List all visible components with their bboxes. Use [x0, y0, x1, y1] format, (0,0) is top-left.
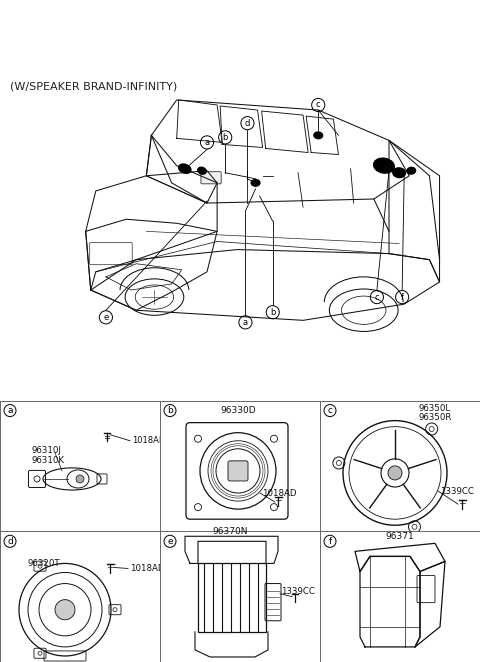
Text: 96320T: 96320T [28, 559, 60, 568]
Text: 96350L: 96350L [419, 404, 451, 413]
Ellipse shape [373, 158, 395, 174]
Text: e: e [167, 537, 173, 545]
Bar [198, 563, 266, 632]
Text: b: b [223, 133, 228, 142]
Text: 96310K: 96310K [32, 456, 65, 465]
Text: 96350R: 96350R [418, 413, 452, 422]
Ellipse shape [313, 131, 323, 140]
Text: f: f [401, 293, 404, 302]
Ellipse shape [178, 164, 192, 174]
Text: 96310J: 96310J [32, 446, 62, 455]
Text: c: c [374, 293, 379, 302]
Text: 96330D: 96330D [220, 406, 256, 415]
Circle shape [55, 600, 75, 620]
Ellipse shape [406, 167, 416, 175]
Circle shape [76, 475, 84, 483]
FancyBboxPatch shape [201, 171, 221, 184]
Text: 1339CC: 1339CC [440, 487, 474, 496]
Text: a: a [7, 406, 13, 415]
Text: 96370N: 96370N [212, 528, 248, 536]
Text: e: e [103, 313, 108, 322]
Text: d: d [245, 118, 250, 128]
Text: 96371: 96371 [385, 532, 414, 541]
Text: 1339CC: 1339CC [281, 587, 315, 596]
Text: a: a [243, 318, 248, 327]
Text: b: b [167, 406, 173, 415]
Text: 1018AD: 1018AD [130, 564, 165, 573]
Ellipse shape [392, 167, 406, 178]
Text: c: c [316, 101, 321, 109]
FancyBboxPatch shape [228, 461, 248, 481]
Text: c: c [327, 406, 333, 415]
Ellipse shape [197, 167, 207, 175]
Text: d: d [7, 537, 13, 545]
Text: 1018AD: 1018AD [132, 436, 166, 446]
Text: 1018AD: 1018AD [262, 489, 297, 498]
Text: b: b [270, 308, 276, 316]
Text: (W/SPEAKER BRAND-INFINITY): (W/SPEAKER BRAND-INFINITY) [10, 81, 177, 92]
Circle shape [388, 466, 402, 480]
Text: a: a [204, 138, 210, 147]
Text: f: f [328, 537, 332, 545]
Ellipse shape [251, 179, 261, 187]
